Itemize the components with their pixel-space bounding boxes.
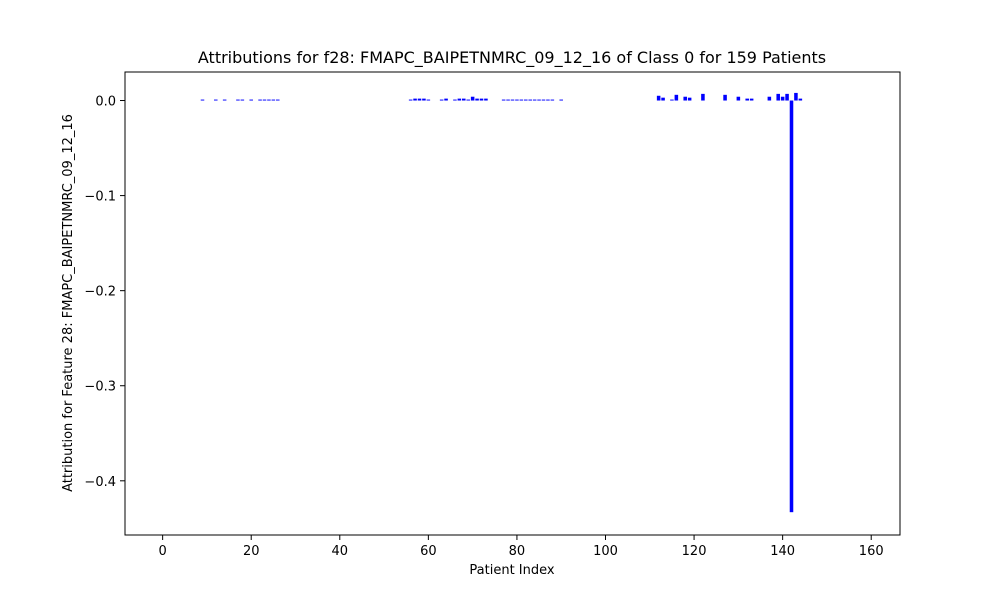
x-tick-label: 0 — [159, 544, 167, 559]
bar-patient-87 — [546, 99, 550, 101]
bar-patient-14 — [222, 99, 227, 101]
bar-patient-78 — [506, 99, 510, 101]
bar-patient-119 — [687, 97, 692, 101]
y-axis-ticks: 0.0 −0.1 −0.2 −0.3 −0.4 — [84, 95, 125, 490]
bar-patient-25 — [271, 99, 276, 101]
bar-patient-9 — [200, 99, 205, 101]
bar-patient-137 — [767, 96, 772, 101]
bar-patient-22 — [258, 99, 262, 101]
bar-patient-20 — [249, 99, 253, 101]
bar-patient-58 — [417, 98, 422, 101]
bar-patient-141 — [785, 93, 789, 101]
bar-patient-18 — [240, 99, 245, 101]
bar-patient-88 — [550, 99, 555, 101]
bar-patient-71 — [475, 98, 479, 101]
bar-patient-56 — [408, 99, 413, 101]
x-tick-label: 40 — [332, 544, 349, 559]
bar-patient-144 — [798, 98, 803, 101]
bar-patient-23 — [262, 99, 267, 101]
x-tick-label: 20 — [243, 544, 260, 559]
bar-patient-90 — [559, 99, 563, 101]
bar-patient-63 — [439, 99, 444, 101]
bar-patient-112 — [656, 95, 661, 101]
y-tick-label: −0.2 — [84, 285, 116, 300]
bar-patient-79 — [510, 99, 515, 101]
y-tick-label: −0.3 — [84, 380, 116, 395]
x-tick-label: 120 — [682, 544, 707, 559]
bar-patient-17 — [236, 99, 240, 101]
bar-patient-59 — [422, 98, 426, 101]
bar-patient-12 — [214, 99, 218, 101]
bar-patient-84 — [532, 99, 537, 101]
bar-patient-69 — [466, 99, 470, 101]
bar-patient-83 — [528, 99, 532, 101]
bar-patient-73 — [484, 98, 488, 101]
bar-patient-77 — [501, 99, 506, 101]
bar-patient-82 — [524, 99, 528, 101]
bar-patient-127 — [723, 94, 727, 101]
bar-patient-85 — [537, 99, 541, 101]
bar-patient-70 — [470, 96, 475, 101]
y-tick-label: −0.1 — [84, 190, 116, 205]
bar-patient-116 — [674, 94, 679, 101]
x-tick-label: 160 — [859, 544, 884, 559]
bars-group — [200, 92, 803, 513]
y-tick-label: 0.0 — [95, 95, 116, 110]
bar-patient-118 — [683, 96, 687, 101]
bar-patient-130 — [736, 96, 741, 101]
bar-patient-66 — [453, 99, 457, 101]
bar-patient-57 — [413, 98, 417, 101]
x-tick-label: 140 — [770, 544, 795, 559]
y-tick-label: −0.4 — [84, 475, 116, 490]
bar-patient-143 — [794, 92, 798, 101]
bar-patient-24 — [267, 99, 271, 101]
bar-patient-86 — [541, 99, 546, 101]
bar-patient-122 — [701, 93, 705, 101]
x-tick-label: 100 — [593, 544, 618, 559]
bar-patient-68 — [462, 98, 466, 101]
bar-patient-132 — [745, 98, 749, 101]
bar-patient-81 — [519, 99, 524, 101]
bar-patient-115 — [670, 99, 674, 101]
x-tick-label: 60 — [420, 544, 437, 559]
chart-title: Attributions for f28: FMAPC_BAIPETNMRC_0… — [198, 48, 826, 68]
x-axis-ticks: 0 20 40 60 80 100 120 140 160 — [159, 535, 884, 559]
bar-patient-139 — [776, 93, 780, 101]
bar-patient-113 — [661, 97, 665, 101]
bar-patient-72 — [479, 98, 484, 101]
bar-patient-64 — [444, 98, 448, 101]
x-axis-label: Patient Index — [469, 563, 554, 578]
bar-patient-26 — [276, 99, 280, 101]
plot-frame — [124, 71, 901, 536]
y-axis-label: Attribution for Feature 28: FMAPC_BAIPET… — [61, 114, 76, 492]
bar-patient-60 — [426, 99, 431, 101]
bar-patient-133 — [749, 98, 754, 101]
x-tick-label: 80 — [509, 544, 526, 559]
bar-patient-80 — [515, 99, 519, 101]
bar-patient-140 — [780, 96, 785, 101]
bar-patient-67 — [457, 98, 462, 101]
bar-patient-142 — [789, 100, 794, 513]
